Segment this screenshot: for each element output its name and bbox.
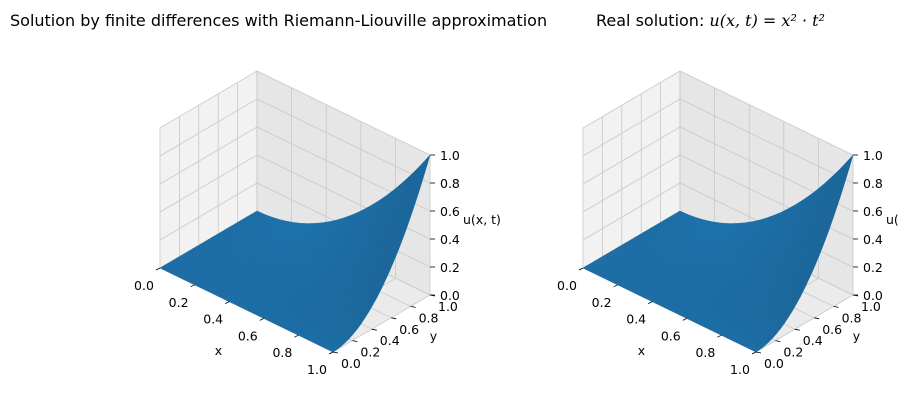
x-tick	[613, 284, 618, 288]
x-tick	[751, 351, 757, 355]
z-tick-label: 0.0	[440, 288, 460, 303]
z-tick-label: 0.4	[863, 232, 883, 247]
x-tick-label: 0.6	[661, 328, 681, 343]
z-tick-label: 0.4	[440, 232, 460, 247]
y-tick	[794, 328, 800, 331]
chart-title-2-math: u(x, t) = x² · t²	[709, 11, 825, 30]
x-axis-label: x	[638, 343, 645, 358]
y-tick	[352, 340, 358, 342]
y-tick-label: 0.6	[399, 322, 419, 337]
z-tick-label: 1.0	[863, 148, 883, 163]
x-tick-label: 0.8	[272, 345, 292, 360]
y-tick-label: 0.2	[783, 345, 803, 360]
x-tick-label: 0.6	[238, 328, 258, 343]
y-tick-label: 0.8	[842, 310, 862, 325]
panel-1: 0.00.20.40.60.81.0x0.00.20.40.60.81.0y0.…	[134, 70, 501, 377]
x-tick-label: 0.0	[557, 278, 577, 293]
axes: 0.00.20.40.60.81.0x0.00.20.40.60.81.0y0.…	[557, 148, 899, 377]
z-tick-label: 0.2	[863, 260, 883, 275]
y-axis-label: y	[853, 329, 861, 344]
y-tick-label: 0.0	[341, 356, 361, 371]
pane-left	[583, 71, 680, 268]
z-tick-label: 1.0	[440, 148, 460, 163]
y-axis-label: y	[430, 329, 438, 344]
z-tick-label: 0.6	[863, 204, 883, 219]
y-tick	[410, 306, 416, 308]
x-tick	[328, 351, 334, 355]
y-tick-label: 0.8	[419, 310, 439, 325]
z-tick-label: 0.2	[440, 260, 460, 275]
x-tick-label: 0.8	[695, 345, 715, 360]
z-tick-label: 0.8	[440, 176, 460, 191]
z-gridline	[582, 70, 854, 156]
z-tick-label: 0.8	[863, 176, 883, 191]
y-tick	[833, 306, 839, 308]
y-tick-label: 0.0	[764, 356, 784, 371]
axes: 0.00.20.40.60.81.0x0.00.20.40.60.81.0y0.…	[134, 148, 501, 377]
y-tick-label: 0.4	[803, 333, 823, 348]
y-tick-label: 0.6	[822, 322, 842, 337]
y-tick-label: 1.0	[861, 299, 881, 314]
chart-title-2: Real solution: u(x, t) = x² · t²	[596, 11, 825, 31]
x-tick-label: 0.0	[134, 278, 154, 293]
x-tick	[259, 318, 264, 321]
y-tick	[755, 351, 762, 354]
y-tick-label: 0.2	[360, 345, 380, 360]
x-tick-label: 0.2	[592, 295, 612, 310]
x-tick-label: 0.2	[169, 295, 189, 310]
x-tick	[190, 284, 195, 288]
z-tick-label: 0.6	[440, 204, 460, 219]
pane-left	[160, 71, 257, 268]
z-tick-label: 0.0	[863, 288, 883, 303]
y-tick	[814, 317, 820, 320]
y-tick-label: 1.0	[438, 299, 458, 314]
z-gridline	[159, 70, 431, 156]
y-tick	[371, 328, 377, 331]
y-tick	[775, 340, 781, 342]
x-axis-label: x	[215, 343, 222, 358]
x-tick-label: 0.4	[203, 312, 223, 327]
z-axis-label: u(	[886, 212, 899, 227]
surface	[582, 154, 854, 353]
y-tick	[391, 317, 397, 320]
surface	[159, 154, 431, 353]
x-tick	[155, 267, 161, 271]
x-tick	[648, 301, 653, 304]
panel-2: 0.00.20.40.60.81.0x0.00.20.40.60.81.0y0.…	[557, 70, 899, 377]
x-tick	[225, 301, 230, 304]
chart-title-1: Solution by finite differences with Riem…	[10, 11, 548, 30]
surface-facet	[748, 345, 761, 353]
x-tick-label: 0.4	[626, 312, 646, 327]
x-tick-label: 1.0	[307, 362, 327, 377]
x-tick	[578, 267, 584, 271]
surface-facet	[325, 345, 338, 353]
y-tick-label: 0.4	[380, 333, 400, 348]
z-axis-label: u(x, t)	[463, 212, 501, 227]
x-tick	[682, 318, 687, 321]
x-tick-label: 1.0	[730, 362, 750, 377]
x-tick	[294, 334, 299, 338]
x-tick	[717, 334, 722, 338]
chart-title-2-prefix: Real solution:	[596, 11, 710, 30]
y-tick	[332, 351, 339, 354]
